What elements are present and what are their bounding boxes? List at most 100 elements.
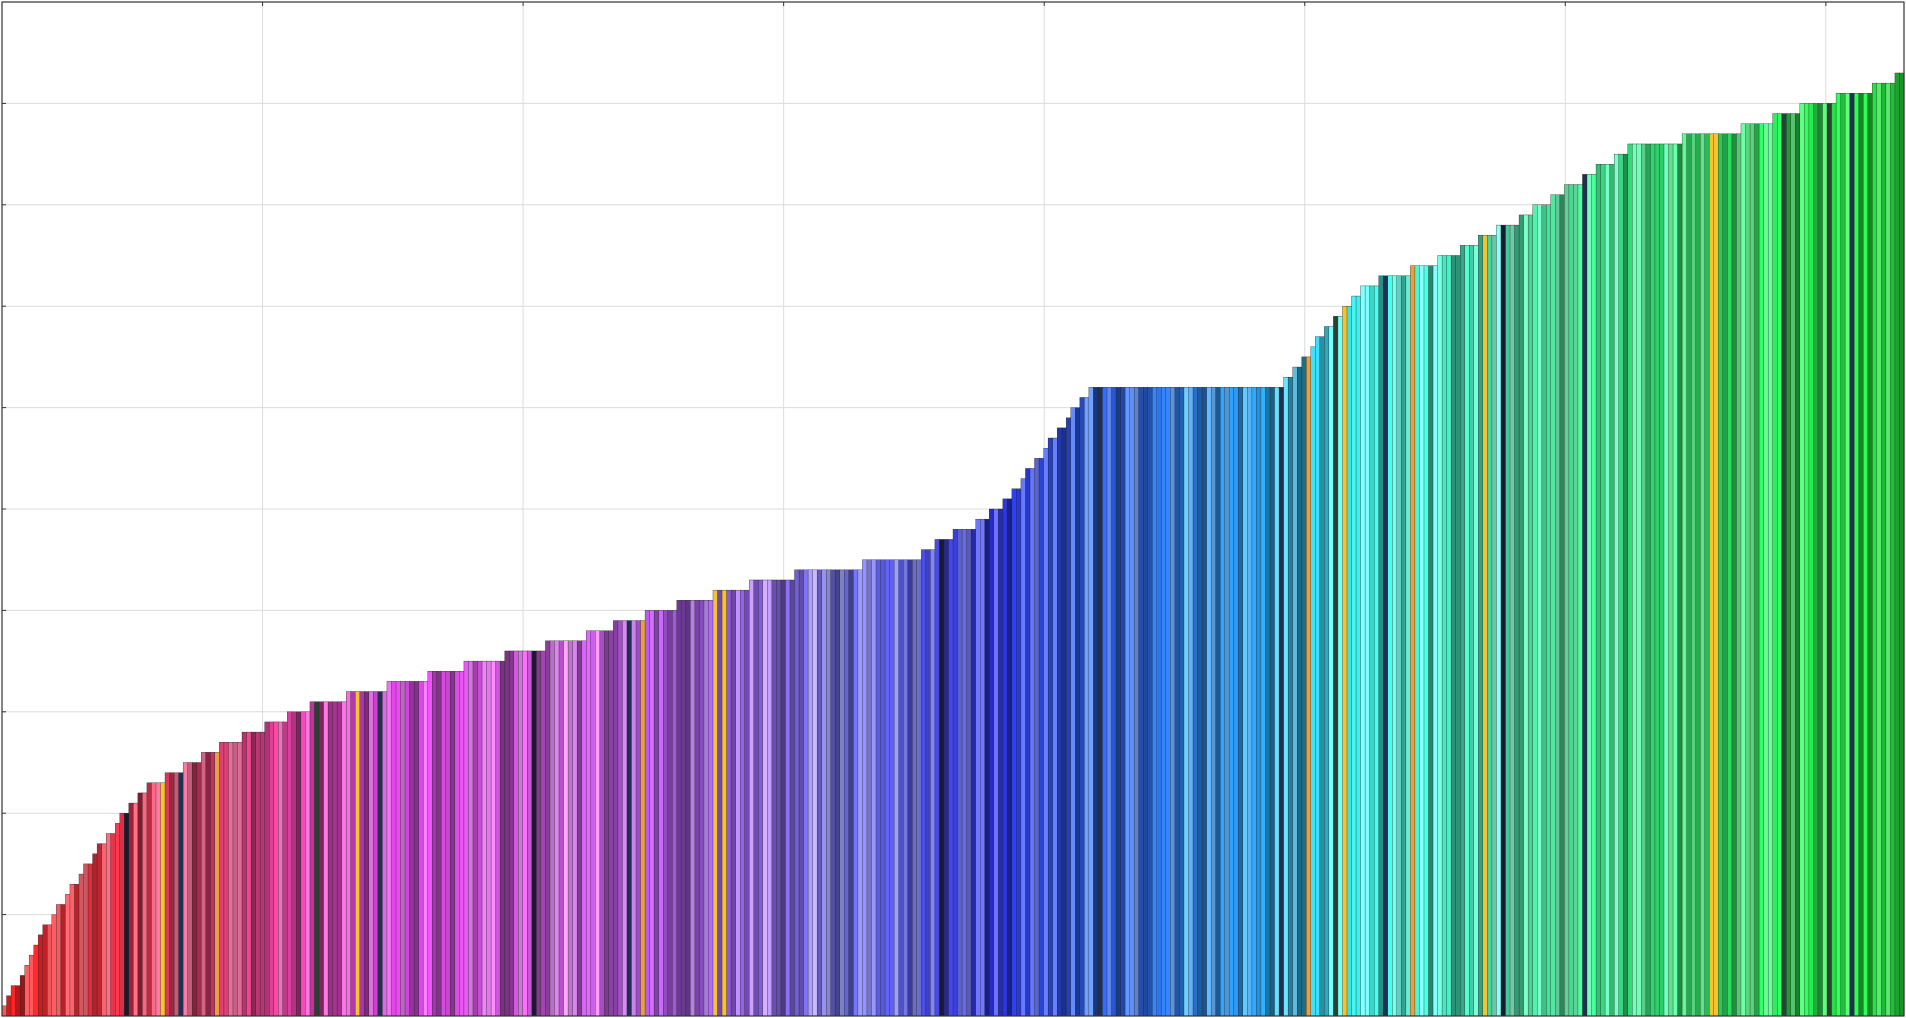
bar xyxy=(1623,153,1629,1017)
bar xyxy=(309,701,316,1017)
bar xyxy=(604,630,610,1017)
bar xyxy=(1745,123,1751,1017)
bar xyxy=(124,813,130,1017)
bar xyxy=(364,691,370,1017)
bar xyxy=(1306,356,1312,1017)
bar xyxy=(137,792,143,1017)
bar xyxy=(1047,437,1054,1017)
bar xyxy=(65,894,71,1017)
bar xyxy=(712,589,719,1017)
bar xyxy=(1414,265,1421,1017)
bar xyxy=(613,620,619,1017)
bar xyxy=(1419,265,1425,1017)
bar xyxy=(314,701,320,1017)
bar xyxy=(853,569,859,1017)
bar xyxy=(1115,387,1122,1017)
bar xyxy=(599,630,605,1017)
bar xyxy=(105,833,112,1017)
bar xyxy=(1541,204,1547,1017)
bar xyxy=(1124,387,1131,1017)
bar xyxy=(1894,72,1901,1017)
bar xyxy=(681,600,687,1017)
bar xyxy=(119,813,125,1017)
bar xyxy=(1659,143,1665,1017)
bar xyxy=(10,985,17,1017)
bar xyxy=(128,802,134,1017)
bar xyxy=(857,569,864,1017)
bar xyxy=(762,579,768,1017)
bar xyxy=(1577,184,1584,1017)
bar xyxy=(839,569,845,1017)
bar xyxy=(1663,143,1670,1017)
bar xyxy=(966,529,972,1017)
bar xyxy=(219,742,225,1017)
bar xyxy=(1469,245,1475,1017)
bar xyxy=(1016,488,1022,1017)
bar xyxy=(477,660,483,1017)
bar xyxy=(1795,113,1801,1017)
bar xyxy=(961,529,968,1017)
bar xyxy=(318,701,325,1017)
bar xyxy=(1387,275,1393,1017)
bar xyxy=(930,549,936,1017)
bar xyxy=(291,711,297,1017)
bar xyxy=(1550,194,1556,1017)
bar xyxy=(907,559,913,1017)
bar xyxy=(1138,387,1144,1017)
bar xyxy=(1423,265,1430,1017)
bar xyxy=(1351,295,1357,1017)
bar xyxy=(1120,387,1126,1017)
bar xyxy=(1188,387,1194,1017)
bar xyxy=(115,823,121,1017)
bar xyxy=(785,579,791,1017)
bar xyxy=(1709,133,1715,1017)
bar xyxy=(1740,123,1747,1017)
bar xyxy=(1401,275,1407,1017)
bar xyxy=(1758,123,1765,1017)
bar xyxy=(1038,458,1045,1017)
bar xyxy=(282,721,288,1017)
bar xyxy=(1500,224,1507,1017)
bar xyxy=(305,711,311,1017)
bar xyxy=(1333,316,1339,1017)
bar xyxy=(432,671,438,1017)
bar xyxy=(717,589,723,1017)
bar xyxy=(952,529,959,1017)
bar xyxy=(780,579,787,1017)
bar xyxy=(1627,143,1633,1017)
bar xyxy=(1075,407,1081,1017)
bar xyxy=(789,579,796,1017)
bar xyxy=(1595,164,1602,1017)
bar xyxy=(1369,285,1375,1017)
bar xyxy=(1342,306,1348,1017)
bar xyxy=(1328,326,1334,1017)
bar xyxy=(332,701,338,1017)
bar xyxy=(1396,275,1402,1017)
bar xyxy=(19,975,26,1017)
bar xyxy=(699,600,705,1017)
bar xyxy=(391,681,397,1017)
bar xyxy=(925,549,931,1017)
bar xyxy=(1355,295,1362,1017)
bar xyxy=(24,965,30,1017)
bar xyxy=(1568,184,1574,1017)
bar xyxy=(744,589,750,1017)
bar xyxy=(640,620,646,1017)
bar xyxy=(889,559,895,1017)
bar xyxy=(237,742,243,1017)
bar xyxy=(1210,387,1217,1017)
bar xyxy=(96,843,103,1017)
bar xyxy=(1573,184,1579,1017)
bar xyxy=(1754,123,1760,1017)
bar xyxy=(866,559,873,1017)
bar xyxy=(1383,275,1389,1017)
bar xyxy=(1881,82,1887,1017)
bar xyxy=(133,802,139,1017)
bar xyxy=(1102,387,1108,1017)
bar xyxy=(441,671,447,1017)
bar xyxy=(1523,214,1529,1017)
bar xyxy=(916,559,922,1017)
bar xyxy=(948,539,954,1017)
bar xyxy=(1505,224,1511,1017)
bar xyxy=(1360,285,1366,1017)
